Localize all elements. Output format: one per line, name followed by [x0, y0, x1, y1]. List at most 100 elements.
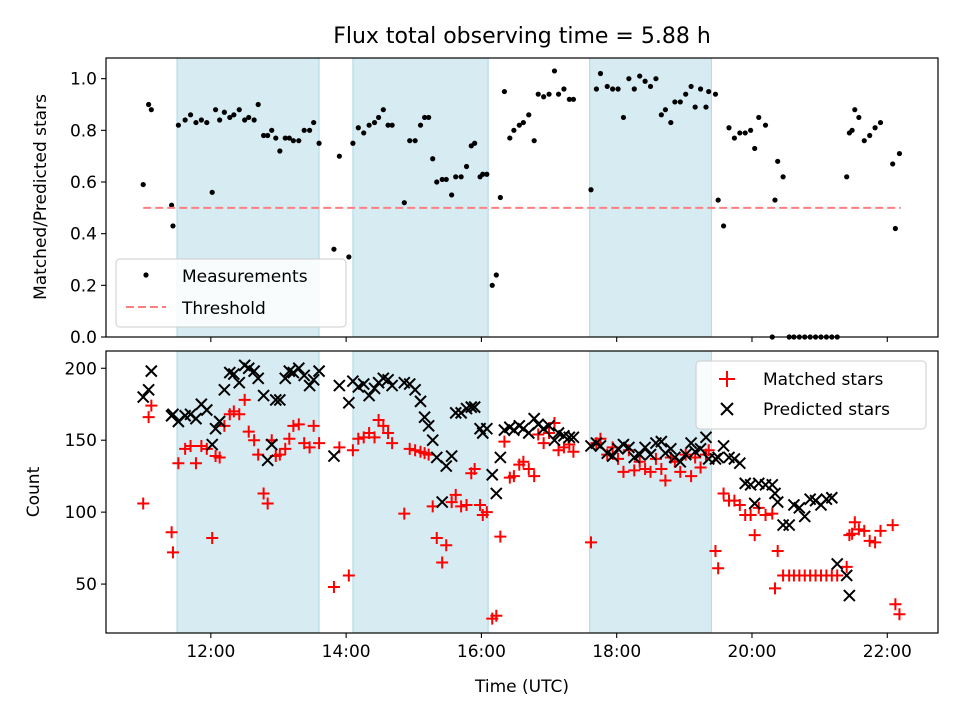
predicted-star-point: [205, 438, 219, 451]
measurement-point: [501, 88, 508, 95]
measurement-point: [637, 73, 643, 79]
predicted-star-point: [644, 448, 657, 461]
matched-star-point: [733, 498, 746, 511]
predicted-star-point: [831, 557, 844, 571]
measurement-point: [217, 117, 223, 123]
predicted-star-point: [426, 433, 439, 447]
measurement-point: [331, 246, 337, 252]
predicted-star-point: [273, 393, 287, 407]
predicted-star-point: [303, 379, 316, 392]
predicted-star-point: [527, 412, 541, 425]
top-panel: 0.0 0.2 0.4 0.6 0.8 1.0 Matched/Predicted sta…: [31, 57, 939, 348]
measurement-point: [489, 282, 495, 288]
matched-star-point: [172, 457, 185, 470]
measurement-point: [265, 132, 271, 139]
top-legend: Measurements Threshold: [115, 258, 347, 328]
top-y-axis-label: Matched/Predicted stars: [31, 94, 51, 300]
matched-star-point: [702, 444, 715, 457]
measurement-point: [849, 127, 855, 133]
predicted-star-point: [567, 431, 580, 444]
matched-star-point: [455, 500, 468, 513]
x-tick-label-2: 16:00: [457, 642, 506, 662]
matched-star-point: [436, 556, 449, 569]
measurement-point: [852, 107, 858, 113]
matched-star-point: [352, 432, 365, 445]
legend-label-predicted-stars: Predicted stars: [763, 400, 890, 420]
measurement-point: [672, 99, 678, 105]
predicted-star-point: [381, 373, 395, 386]
predicted-star-point: [227, 367, 241, 381]
measurement-point: [877, 119, 884, 126]
legend-label-measurements: Measurements: [182, 267, 308, 287]
matched-star-point: [584, 536, 597, 549]
measurement-point: [417, 122, 424, 128]
matched-star-point: [313, 437, 326, 450]
predicted-star-point: [468, 400, 481, 414]
matched-star-point: [874, 524, 887, 537]
matched-star-point: [248, 434, 261, 447]
measurement-point: [662, 107, 669, 113]
measurement-point: [187, 112, 194, 118]
measurement-point: [484, 171, 490, 177]
measurement-point: [570, 96, 577, 102]
measurement-point: [535, 91, 541, 97]
matched-star-point: [639, 462, 652, 475]
matched-star-point: [494, 530, 507, 543]
measurement-point: [426, 114, 432, 121]
measurement-point: [366, 122, 372, 128]
predicted-star-point: [142, 383, 155, 397]
measurement-point: [350, 140, 356, 146]
matched-star-point: [522, 462, 535, 475]
matched-star-point: [142, 411, 155, 424]
matched-star-point: [449, 488, 462, 501]
measurement-point: [412, 138, 418, 144]
matched-star-point: [694, 461, 707, 474]
measurement-point: [688, 83, 694, 90]
bottom-data-layer: [137, 360, 906, 625]
measurement-point: [371, 119, 378, 126]
measurement-point: [551, 68, 558, 74]
measurement-point: [170, 223, 176, 229]
measurement-point: [497, 194, 503, 201]
measurement-point: [844, 174, 850, 180]
matched-star-point: [257, 487, 270, 500]
bottom-y-tick-label-0: 50: [75, 575, 97, 595]
measurement-point: [480, 171, 486, 177]
top-shaded-intervals: [176, 57, 712, 338]
matched-star-point: [179, 442, 192, 455]
measurement-point: [520, 119, 526, 126]
predicted-star-point: [840, 569, 853, 582]
matched-star-point: [644, 465, 657, 478]
measurement-point: [588, 187, 594, 193]
top-y-tick-label-0: 0.0: [70, 328, 97, 348]
x-axis-label: Time (UTC): [474, 677, 569, 697]
measurement-point: [458, 174, 464, 180]
predicted-star-point: [422, 419, 435, 433]
measurement-point: [890, 161, 896, 167]
measurement-point: [775, 158, 781, 164]
top-shaded-interval-2: [589, 57, 712, 338]
matched-star-point: [368, 431, 381, 444]
measurement-point: [407, 138, 413, 144]
matched-star-point: [189, 457, 202, 470]
predicted-star-point: [307, 373, 320, 386]
matched-star-point: [273, 448, 286, 461]
predicted-star-point: [606, 449, 619, 463]
predicted-star-point: [283, 364, 296, 378]
matched-star-point: [557, 441, 570, 454]
matched-star-point: [307, 419, 320, 432]
matched-star-point: [532, 428, 545, 441]
measurement-point: [593, 86, 600, 92]
measurement-point: [610, 86, 616, 92]
predicted-star-point: [699, 431, 713, 444]
measurement-point: [209, 189, 215, 195]
measurement-point: [434, 179, 440, 185]
matched-star-point: [474, 498, 487, 511]
top-y-tick-label-3: 0.6: [70, 173, 97, 193]
matched-star-point: [685, 470, 698, 483]
measurement-point: [677, 99, 683, 105]
matched-star-point: [386, 437, 399, 450]
measurement-point: [421, 114, 428, 121]
matched-star-point: [398, 507, 411, 520]
